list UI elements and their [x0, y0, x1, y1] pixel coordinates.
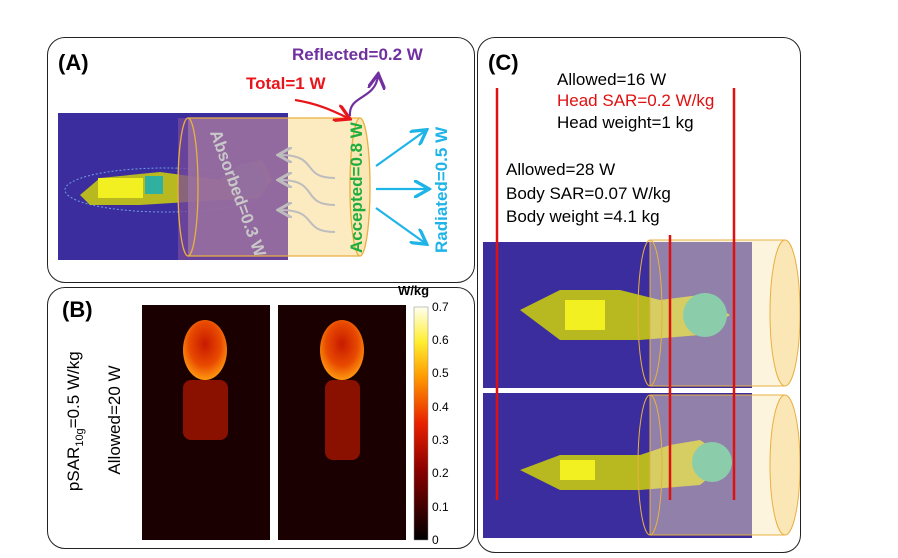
panel-c-model-bottom — [483, 393, 752, 538]
panel-c-label: (C) — [488, 50, 519, 75]
total-arrow — [294, 98, 348, 118]
colorbar-tick: 0 — [432, 533, 439, 547]
head-weight: Head weight=1 kg — [557, 113, 694, 132]
panel-a-coil-cylinder — [177, 117, 371, 260]
colorbar-tick: 0.2 — [432, 466, 449, 480]
boundary-lines — [495, 88, 736, 500]
colorbar-unit: W/kg — [398, 283, 430, 298]
sar-map-front — [142, 305, 270, 540]
radiated-power-label: Radiated=0.5 W — [432, 126, 451, 253]
body-allowed: Allowed=28 W — [506, 160, 616, 179]
panel-a-label: (A) — [58, 50, 89, 75]
panel-b-label: (B) — [62, 297, 93, 322]
colorbar-tick: 0.1 — [432, 500, 449, 514]
panel-c-coil-cylinders — [637, 239, 801, 536]
colorbar-tick: 0.3 — [432, 433, 449, 447]
reflected-arrow — [348, 76, 378, 117]
colorbar-tick: 0.7 — [432, 300, 449, 314]
body-weight: Body weight =4.1 kg — [506, 207, 660, 226]
panel-c — [477, 37, 801, 553]
total-power-label: Total=1 W — [246, 74, 326, 93]
sar-map-side — [278, 305, 406, 540]
head-allowed: Allowed=16 W — [557, 70, 667, 89]
colorbar — [413, 306, 429, 541]
accepted-power-label: Accepted=0.8 W — [347, 122, 366, 253]
panel-c-model-top — [483, 242, 752, 388]
allowed-power-b: Allowed=20 W — [105, 365, 124, 475]
absorbed-wave-arrows — [280, 155, 336, 233]
colorbar-tick: 0.4 — [432, 400, 449, 414]
panel-b — [47, 287, 475, 549]
body-sar: Body SAR=0.07 W/kg — [506, 184, 671, 203]
reflected-power-label: Reflected=0.2 W — [292, 45, 423, 64]
colorbar-tick: 0.6 — [432, 333, 449, 347]
panel-a — [47, 37, 475, 283]
psar-label: pSAR10g=0.5 W/kg — [63, 351, 87, 492]
radiated-arrows — [375, 131, 427, 243]
colorbar-tick: 0.5 — [432, 366, 449, 380]
head-sar: Head SAR=0.2 W/kg — [557, 91, 715, 110]
